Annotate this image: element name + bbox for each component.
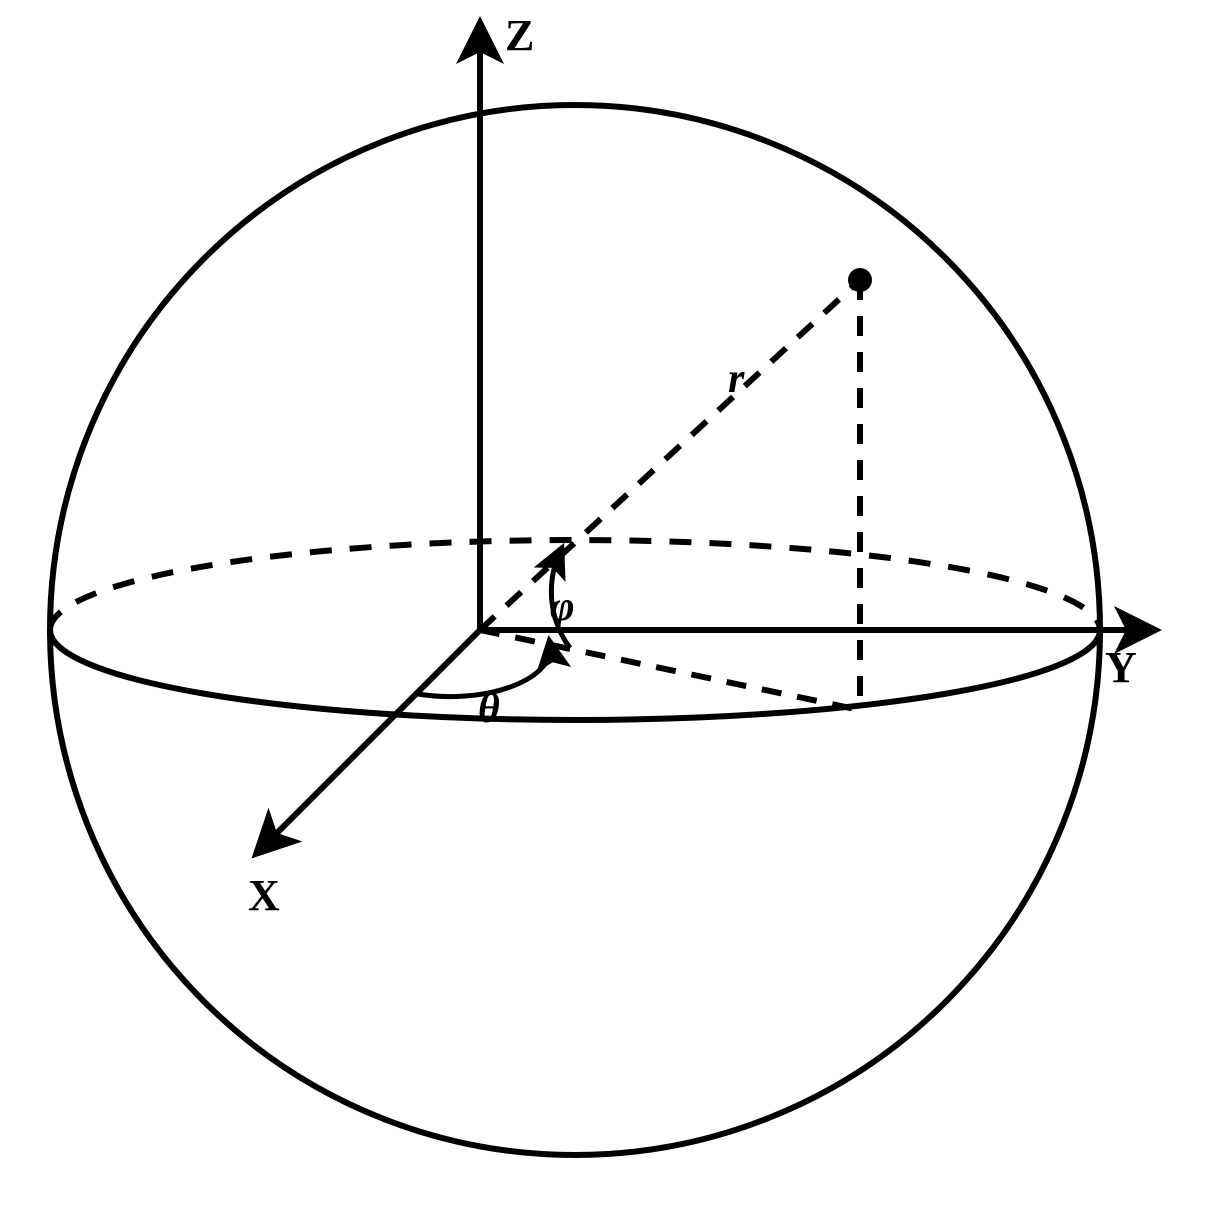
x-axis-label: X	[248, 871, 280, 920]
equator-front	[50, 630, 1100, 720]
phi-label: φ	[550, 584, 575, 630]
theta-label: θ	[478, 686, 500, 732]
spherical-coordinate-diagram: Z Y X r φ θ	[0, 0, 1207, 1214]
x-axis	[260, 630, 480, 850]
radius-line	[480, 280, 860, 630]
z-axis-label: Z	[505, 11, 534, 60]
r-label: r	[728, 356, 745, 402]
point-marker	[848, 268, 872, 292]
equator-back	[50, 540, 1100, 630]
y-axis-label: Y	[1105, 643, 1137, 692]
